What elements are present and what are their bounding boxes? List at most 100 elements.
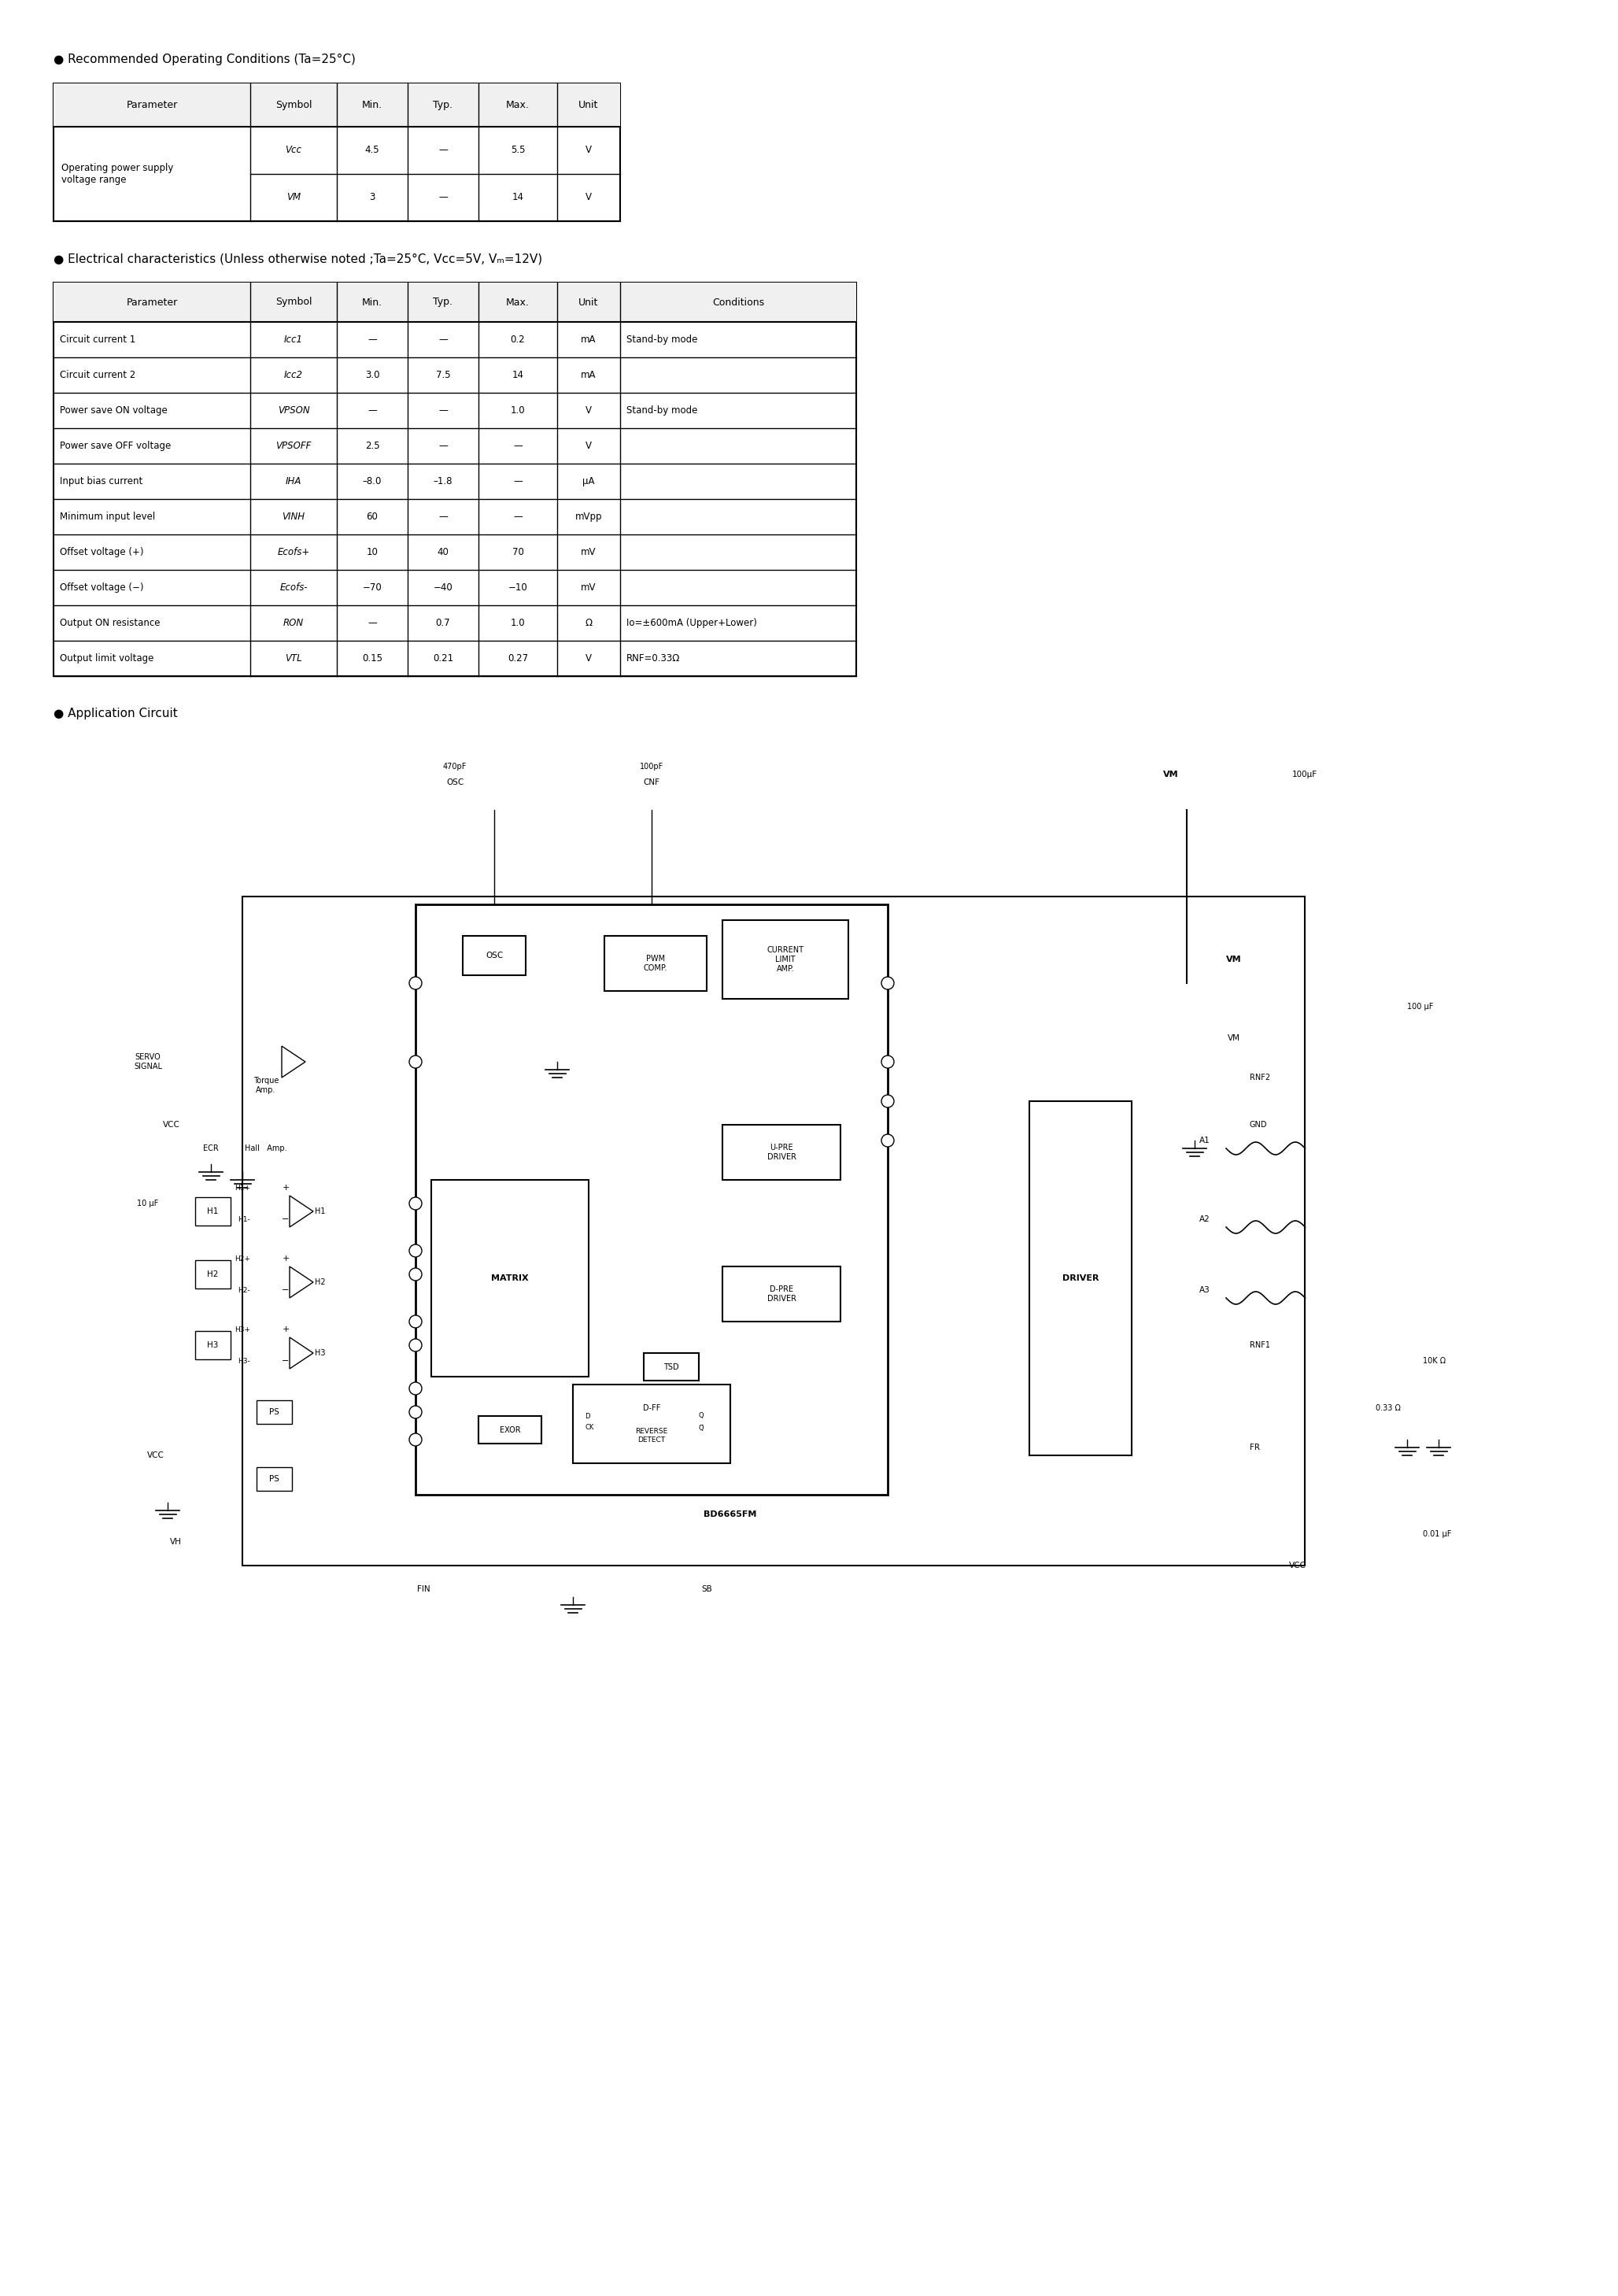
Text: 60: 60 xyxy=(366,512,379,521)
Text: Symbol: Symbol xyxy=(275,296,312,308)
Text: H3-: H3- xyxy=(238,1357,251,1364)
Bar xyxy=(196,1196,231,1226)
Text: D: D xyxy=(584,1412,591,1419)
Text: —: — xyxy=(438,193,448,202)
Text: VM: VM xyxy=(286,193,301,202)
Text: Stand-by mode: Stand-by mode xyxy=(626,335,697,344)
Text: ● Electrical characteristics (Unless otherwise noted ;Ta=25°C, Vcc=5V, Vₘ=12V): ● Electrical characteristics (Unless oth… xyxy=(53,253,542,264)
Text: 0.7: 0.7 xyxy=(435,618,450,629)
Bar xyxy=(257,1467,291,1490)
Text: ● Recommended Operating Conditions (Ta=25°C): ● Recommended Operating Conditions (Ta=2… xyxy=(53,53,356,64)
Text: H2: H2 xyxy=(316,1279,325,1286)
Text: GND: GND xyxy=(1249,1120,1267,1130)
Text: PS: PS xyxy=(269,1407,278,1417)
Text: 100pF: 100pF xyxy=(639,762,663,771)
Circle shape xyxy=(882,976,895,990)
Text: Vcc: Vcc xyxy=(285,145,303,156)
Text: 14: 14 xyxy=(511,193,524,202)
Text: SB: SB xyxy=(701,1584,712,1593)
Text: H1: H1 xyxy=(316,1208,325,1215)
Text: 3: 3 xyxy=(369,193,375,202)
Text: Symbol: Symbol xyxy=(275,101,312,110)
Text: −: − xyxy=(282,1286,290,1295)
Text: mV: mV xyxy=(581,546,597,558)
Text: RNF2: RNF2 xyxy=(1249,1075,1270,1081)
Text: REVERSE
DETECT: REVERSE DETECT xyxy=(636,1428,668,1444)
Text: –8.0: –8.0 xyxy=(362,475,382,487)
Text: 10 µF: 10 µF xyxy=(138,1199,159,1208)
Text: 10: 10 xyxy=(366,546,379,558)
Bar xyxy=(1029,1102,1131,1456)
Text: FIN: FIN xyxy=(417,1584,430,1593)
Text: Io=±600mA (Upper+Lower): Io=±600mA (Upper+Lower) xyxy=(626,618,757,629)
Text: Icc1: Icc1 xyxy=(285,335,303,344)
Text: —: — xyxy=(438,441,448,450)
Text: IHA: IHA xyxy=(285,475,301,487)
Text: V: V xyxy=(586,654,592,664)
Text: 3.0: 3.0 xyxy=(366,370,380,381)
Text: Max.: Max. xyxy=(506,296,529,308)
Text: VM: VM xyxy=(1228,1033,1241,1042)
Bar xyxy=(573,1384,730,1463)
Text: A2: A2 xyxy=(1199,1215,1210,1224)
Circle shape xyxy=(882,1134,895,1146)
Text: MATRIX: MATRIX xyxy=(492,1274,529,1281)
Text: D-FF: D-FF xyxy=(642,1405,660,1412)
Text: 0.27: 0.27 xyxy=(508,654,527,664)
Text: V: V xyxy=(586,441,592,450)
Circle shape xyxy=(409,1196,422,1210)
Text: H3: H3 xyxy=(207,1341,218,1350)
Text: 1.0: 1.0 xyxy=(511,406,526,416)
Bar xyxy=(605,937,707,992)
Bar xyxy=(722,921,848,999)
Text: 40: 40 xyxy=(437,546,448,558)
Text: Power save OFF voltage: Power save OFF voltage xyxy=(60,441,172,450)
Text: —: — xyxy=(438,145,448,156)
Text: VM: VM xyxy=(1226,955,1241,964)
Text: —: — xyxy=(438,406,448,416)
Circle shape xyxy=(409,1382,422,1394)
Text: 470pF: 470pF xyxy=(443,762,468,771)
Text: PS: PS xyxy=(269,1474,278,1483)
Text: H2: H2 xyxy=(207,1270,218,1279)
Text: 4.5: 4.5 xyxy=(366,145,380,156)
Text: 70: 70 xyxy=(511,546,524,558)
Text: Output ON resistance: Output ON resistance xyxy=(60,618,160,629)
Text: RON: RON xyxy=(283,618,304,629)
Bar xyxy=(479,1417,542,1444)
Text: 14: 14 xyxy=(511,370,524,381)
Text: VM: VM xyxy=(1163,771,1180,778)
Text: OSC: OSC xyxy=(447,778,464,785)
Text: +: + xyxy=(282,1185,290,1192)
Text: FR: FR xyxy=(1249,1444,1260,1451)
Text: CK: CK xyxy=(584,1424,594,1430)
Text: Min.: Min. xyxy=(362,101,382,110)
Bar xyxy=(644,1352,699,1380)
Text: 10K Ω: 10K Ω xyxy=(1422,1357,1446,1364)
Text: 2.5: 2.5 xyxy=(366,441,380,450)
Text: VINH: VINH xyxy=(282,512,306,521)
Circle shape xyxy=(409,1316,422,1327)
Bar xyxy=(53,282,856,675)
Text: H3+: H3+ xyxy=(235,1325,251,1334)
Bar xyxy=(243,895,1304,1566)
Text: Hall   Amp.: Hall Amp. xyxy=(244,1143,286,1153)
Text: −10: −10 xyxy=(508,583,527,592)
Text: Ω: Ω xyxy=(586,618,592,629)
Text: −: − xyxy=(282,1215,290,1224)
Text: PWM
COMP.: PWM COMP. xyxy=(644,955,668,971)
Text: μA: μA xyxy=(582,475,595,487)
Text: Circuit current 1: Circuit current 1 xyxy=(60,335,136,344)
Text: Conditions: Conditions xyxy=(712,296,764,308)
Text: Operating power supply
voltage range: Operating power supply voltage range xyxy=(61,163,173,186)
Text: OSC: OSC xyxy=(485,951,503,960)
Text: 5.5: 5.5 xyxy=(511,145,526,156)
Circle shape xyxy=(409,1433,422,1446)
Text: Min.: Min. xyxy=(362,296,382,308)
Text: H1: H1 xyxy=(207,1208,218,1215)
Text: D-PRE
DRIVER: D-PRE DRIVER xyxy=(767,1286,796,1302)
Circle shape xyxy=(409,1244,422,1256)
Bar xyxy=(53,83,620,220)
Text: DRIVER: DRIVER xyxy=(1061,1274,1099,1281)
Text: 100 µF: 100 µF xyxy=(1408,1003,1434,1010)
